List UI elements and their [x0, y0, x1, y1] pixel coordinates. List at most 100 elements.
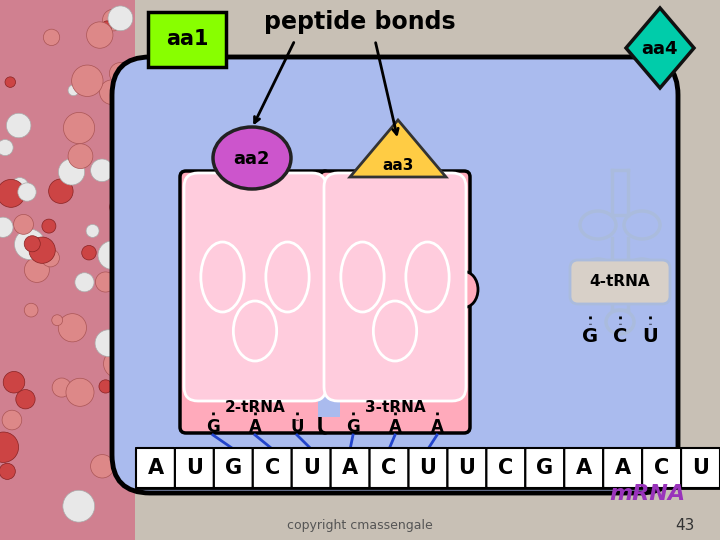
Text: 2-tRNA: 2-tRNA: [225, 400, 285, 415]
Circle shape: [58, 314, 86, 342]
Circle shape: [3, 372, 24, 393]
Ellipse shape: [233, 301, 276, 361]
Ellipse shape: [341, 242, 384, 312]
Circle shape: [0, 179, 25, 207]
Ellipse shape: [213, 127, 291, 189]
FancyBboxPatch shape: [570, 260, 670, 304]
Circle shape: [86, 22, 113, 48]
FancyBboxPatch shape: [447, 448, 487, 488]
Circle shape: [119, 280, 140, 301]
Circle shape: [73, 504, 88, 519]
FancyBboxPatch shape: [324, 173, 466, 401]
Circle shape: [5, 77, 16, 87]
FancyBboxPatch shape: [112, 57, 678, 493]
Text: C: C: [498, 458, 513, 478]
Circle shape: [52, 315, 63, 326]
FancyBboxPatch shape: [292, 448, 330, 488]
Circle shape: [99, 80, 125, 105]
Text: 43: 43: [675, 517, 695, 532]
Circle shape: [24, 258, 50, 282]
Text: U: U: [692, 458, 709, 478]
Circle shape: [115, 440, 127, 452]
Text: U: U: [420, 458, 436, 478]
Ellipse shape: [406, 242, 449, 312]
Circle shape: [81, 246, 96, 260]
Text: C: C: [382, 458, 397, 478]
Circle shape: [24, 236, 40, 252]
Text: C: C: [613, 327, 627, 347]
Circle shape: [104, 350, 131, 377]
FancyBboxPatch shape: [330, 448, 369, 488]
Text: G: G: [536, 458, 554, 478]
Circle shape: [75, 273, 94, 292]
Ellipse shape: [310, 272, 338, 307]
Circle shape: [68, 85, 79, 96]
Text: A: A: [148, 458, 163, 478]
Circle shape: [96, 272, 116, 292]
Text: C: C: [265, 458, 280, 478]
FancyBboxPatch shape: [320, 171, 470, 433]
Circle shape: [63, 112, 94, 144]
FancyBboxPatch shape: [180, 171, 330, 433]
Text: C: C: [654, 458, 669, 478]
Text: 3-tRNA: 3-tRNA: [365, 400, 426, 415]
Bar: [384, 147, 406, 177]
Circle shape: [6, 113, 31, 138]
Polygon shape: [350, 120, 446, 177]
FancyBboxPatch shape: [148, 12, 226, 67]
Ellipse shape: [450, 272, 478, 307]
FancyBboxPatch shape: [214, 448, 253, 488]
Text: U: U: [303, 458, 320, 478]
Bar: [0, 0, 135, 540]
Circle shape: [52, 378, 71, 397]
Circle shape: [14, 214, 33, 234]
Circle shape: [109, 63, 131, 84]
Circle shape: [24, 303, 38, 317]
FancyBboxPatch shape: [681, 448, 720, 488]
FancyBboxPatch shape: [175, 448, 214, 488]
Circle shape: [29, 237, 55, 264]
Circle shape: [110, 98, 130, 118]
Text: U: U: [290, 418, 304, 436]
Text: G: G: [582, 327, 598, 347]
Circle shape: [95, 330, 122, 356]
Text: A: A: [576, 458, 592, 478]
Circle shape: [58, 159, 85, 185]
Ellipse shape: [266, 242, 309, 312]
Text: mRNA: mRNA: [609, 484, 685, 504]
Text: A: A: [389, 418, 402, 436]
Circle shape: [63, 490, 94, 522]
Text: copyright cmassengale: copyright cmassengale: [287, 518, 433, 531]
Circle shape: [2, 410, 22, 430]
FancyBboxPatch shape: [408, 448, 447, 488]
Circle shape: [0, 217, 13, 238]
Circle shape: [0, 139, 13, 156]
Circle shape: [12, 178, 28, 195]
Bar: [135, 0, 720, 540]
Text: G: G: [346, 418, 360, 436]
FancyBboxPatch shape: [642, 448, 681, 488]
FancyBboxPatch shape: [184, 173, 326, 401]
Bar: [244, 147, 266, 177]
Text: aa1: aa1: [166, 29, 208, 49]
Circle shape: [102, 21, 112, 31]
Ellipse shape: [374, 301, 417, 361]
Circle shape: [49, 179, 73, 204]
Text: A: A: [342, 458, 358, 478]
Circle shape: [42, 219, 56, 233]
Text: G: G: [206, 418, 220, 436]
Text: U: U: [642, 327, 658, 347]
FancyBboxPatch shape: [603, 448, 642, 488]
Text: A: A: [248, 418, 261, 436]
Circle shape: [71, 65, 103, 97]
Circle shape: [66, 378, 94, 406]
Circle shape: [121, 362, 132, 374]
Text: A: A: [615, 458, 631, 478]
Circle shape: [99, 380, 112, 393]
Circle shape: [14, 229, 45, 260]
FancyBboxPatch shape: [136, 448, 175, 488]
FancyBboxPatch shape: [487, 448, 526, 488]
Ellipse shape: [201, 242, 244, 312]
Text: aa3: aa3: [382, 158, 414, 172]
FancyBboxPatch shape: [526, 448, 564, 488]
